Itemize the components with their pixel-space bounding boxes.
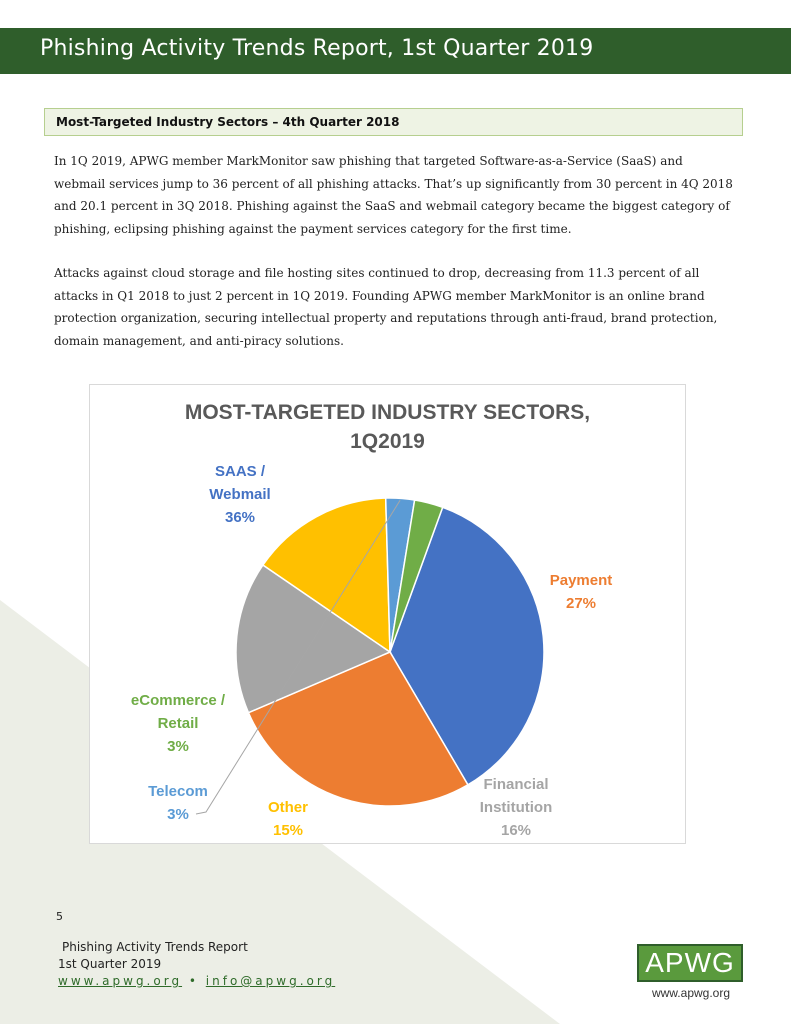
- apwg-logo-url: www.apwg.org: [651, 986, 731, 1000]
- pie-slice: [235, 563, 392, 714]
- slice-category-label: Retail: [157, 715, 199, 732]
- slice-category-label: Financial: [483, 776, 549, 793]
- footer-quarter: 1st Quarter 2019: [58, 957, 162, 971]
- slice-value-label: 36%: [224, 509, 256, 526]
- pie-slice: [389, 499, 444, 653]
- section-heading: Most-Targeted Industry Sectors – 4th Qua…: [56, 115, 400, 129]
- slice-category-label: Payment: [549, 572, 613, 589]
- email-link[interactable]: info@apwg.org: [205, 974, 336, 988]
- slice-value-label: 16%: [500, 822, 532, 839]
- pie-slice: [389, 506, 545, 786]
- slice-value-label: 15%: [272, 822, 304, 839]
- leader-line: [195, 500, 401, 815]
- slice-category-label: SAAS /: [214, 463, 265, 480]
- slice-value-label: 3%: [167, 806, 189, 823]
- slice-label: Payment 27%: [521, 569, 641, 615]
- body-paragraph: In 1Q 2019, APWG member MarkMonitor saw …: [54, 154, 733, 236]
- slice-label: Financial Institution 16%: [456, 773, 576, 842]
- slice-label: Telecom 3%: [118, 780, 238, 826]
- slice-label: eCommerce / Retail 3%: [108, 689, 248, 758]
- footer-report-name: Phishing Activity Trends Report: [62, 940, 248, 954]
- chart-title: MOST-TARGETED INDUSTRY SECTORS,: [184, 401, 591, 424]
- pie-slice: [247, 651, 469, 807]
- chart-title: 1Q2019: [350, 430, 425, 453]
- slice-category-label: Other: [267, 799, 308, 816]
- body-paragraph: Attacks against cloud storage and file h…: [54, 266, 718, 348]
- slice-category-label: Telecom: [148, 783, 208, 800]
- slice-category-label: Webmail: [209, 486, 271, 503]
- page-number: 5: [56, 910, 63, 923]
- pie-slice: [261, 497, 391, 654]
- slice-label: SAAS / Webmail 36%: [180, 460, 300, 529]
- slice-category-label: eCommerce /: [130, 692, 226, 709]
- apwg-logo: [637, 944, 743, 982]
- header-bar: [0, 28, 791, 74]
- apwg-logo-text: APWG: [645, 947, 735, 978]
- footer-separator: •: [188, 974, 199, 988]
- slice-label: Other 15%: [228, 796, 348, 842]
- section-heading-box: [44, 108, 743, 136]
- website-link[interactable]: www.apwg.org: [58, 974, 183, 988]
- page-header-title: Phishing Activity Trends Report, 1st Qua…: [40, 36, 594, 61]
- footer-links: www.apwg.org • info@apwg.org: [58, 974, 335, 988]
- slice-value-label: 3%: [167, 738, 189, 755]
- slice-value-label: 27%: [565, 595, 597, 612]
- slice-category-label: Institution: [479, 799, 553, 816]
